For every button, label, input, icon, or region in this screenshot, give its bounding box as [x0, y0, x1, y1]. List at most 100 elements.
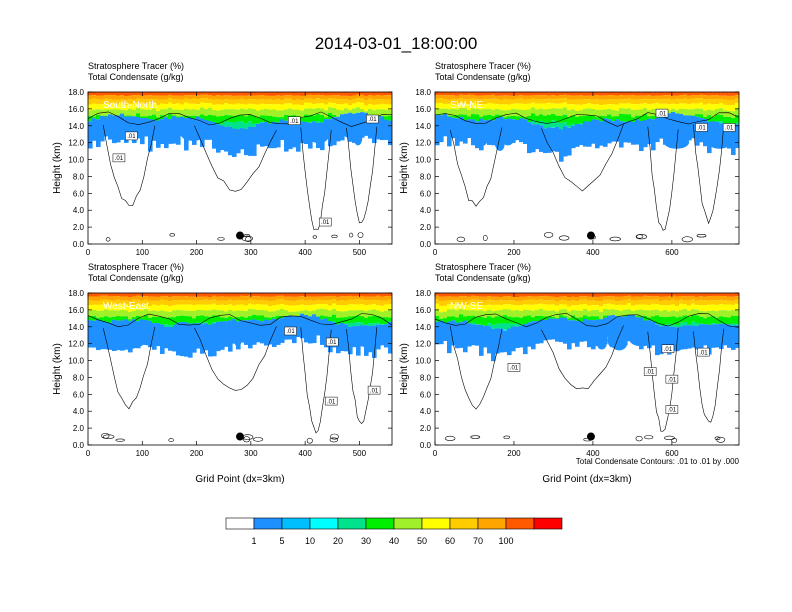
tracer-band-10 — [551, 293, 556, 297]
tracer-band-9 — [332, 95, 337, 99]
tracer-field — [88, 92, 392, 242]
tracer-band-7 — [204, 103, 209, 110]
tracer-band-5 — [631, 117, 636, 122]
tracer-band-6 — [148, 109, 153, 116]
tracer-band-5 — [711, 316, 716, 324]
tracer-band-7 — [180, 304, 185, 311]
y-tick-label: 2.0 — [420, 223, 432, 232]
tracer-band-1 — [372, 114, 377, 144]
tracer-band-8 — [667, 300, 672, 306]
x-tick-label: 200 — [507, 248, 521, 257]
tracer-band-6 — [360, 310, 365, 317]
tracer-band-7 — [491, 304, 496, 312]
tracer-band-9 — [439, 95, 444, 99]
tracer-band-5 — [639, 115, 644, 121]
tracer-band-6 — [284, 109, 289, 116]
tracer-band-6 — [340, 311, 345, 318]
tracer-band-5 — [384, 317, 389, 324]
tracer-band-1 — [579, 321, 584, 342]
tracer-band-6 — [116, 109, 121, 116]
y-tick-label: 10.0 — [415, 156, 431, 165]
tracer-band-6 — [455, 310, 460, 318]
tracer-band-8 — [176, 300, 181, 305]
tracer-band-6 — [623, 108, 628, 115]
tracer-band-10 — [615, 92, 620, 96]
tracer-band-1 — [136, 116, 141, 139]
tracer-band-5 — [671, 316, 676, 325]
condensate-contour-loop — [541, 124, 624, 192]
tracer-band-9 — [96, 95, 101, 100]
tracer-band-5 — [88, 116, 93, 122]
condensate-contour-cell — [330, 433, 339, 440]
tracer-band-8 — [304, 98, 309, 103]
tracer-band-10 — [507, 92, 512, 96]
tracer-band-5 — [707, 115, 712, 122]
tracer-band-8 — [320, 99, 325, 103]
tracer-band-7 — [599, 306, 604, 312]
tracer-band-4 — [715, 121, 720, 123]
tracer-band-6 — [443, 311, 448, 319]
tracer-band-8 — [284, 98, 289, 104]
tracer-patch-low — [353, 131, 363, 146]
tracer-band-7 — [451, 304, 456, 310]
tracer-band-8 — [384, 99, 389, 105]
tracer-band-5 — [515, 317, 520, 324]
tracer-band-9 — [240, 295, 245, 300]
tracer-band-6 — [467, 110, 472, 117]
tracer-band-5 — [679, 316, 684, 323]
tracer-band-9 — [300, 296, 305, 300]
tracer-band-9 — [96, 296, 101, 301]
contour-label-box — [284, 326, 297, 336]
tracer-band-1 — [527, 122, 532, 154]
tracer-band-6 — [663, 309, 668, 318]
tracer-band-7 — [471, 102, 476, 109]
tracer-band-10 — [108, 293, 113, 297]
tracer-band-6 — [164, 109, 169, 117]
tracer-band-6 — [244, 109, 249, 117]
tracer-band-8 — [703, 99, 708, 105]
tracer-band-8 — [623, 299, 628, 305]
tracer-band-1 — [459, 116, 464, 142]
tracer-band-5 — [100, 317, 105, 321]
tracer-band-7 — [563, 304, 568, 310]
tracer-band-6 — [216, 310, 221, 316]
tracer-band-6 — [376, 310, 381, 316]
tracer-band-10 — [244, 293, 249, 297]
tracer-band-7 — [96, 304, 101, 311]
tracer-band-1 — [539, 319, 544, 344]
tracer-band-9 — [547, 296, 552, 301]
tracer-band-9 — [88, 296, 93, 301]
tracer-band-8 — [619, 98, 624, 104]
tracer-band-8 — [236, 99, 241, 104]
tracer-band-6 — [479, 109, 484, 117]
panel-nw-se: Stratosphere Tracer (%)Total Condensate … — [399, 262, 740, 485]
tracer-patch-low — [478, 123, 505, 134]
tracer-band-8 — [515, 98, 520, 104]
tracer-band-10 — [735, 92, 739, 96]
tracer-band-10 — [439, 293, 444, 297]
tracer-band-8 — [288, 300, 293, 306]
tracer-band-6 — [555, 108, 560, 116]
tracer-band-1 — [727, 324, 732, 348]
y-tick-label: 12.0 — [68, 139, 84, 148]
tracer-band-5 — [228, 316, 233, 321]
tracer-band-9 — [160, 95, 165, 100]
tracer-band-7 — [575, 305, 580, 311]
tracer-band-5 — [88, 316, 93, 321]
tracer-band-5 — [232, 115, 237, 123]
tracer-band-7 — [356, 102, 361, 108]
tracer-band-7 — [463, 305, 468, 311]
tracer-band-10 — [312, 293, 317, 297]
tracer-band-4 — [571, 123, 576, 126]
tracer-band-10 — [515, 92, 520, 96]
tracer-band-1 — [703, 119, 708, 147]
tracer-band-9 — [380, 95, 385, 100]
tracer-band-8 — [471, 98, 476, 103]
contour-label: .01 — [668, 408, 677, 414]
contour-label-box — [665, 374, 679, 384]
tracer-band-10 — [176, 293, 181, 297]
tracer-band-8 — [248, 99, 253, 104]
tracer-band-1 — [511, 326, 516, 352]
tracer-band-9 — [140, 296, 145, 301]
tracer-band-9 — [719, 295, 724, 300]
